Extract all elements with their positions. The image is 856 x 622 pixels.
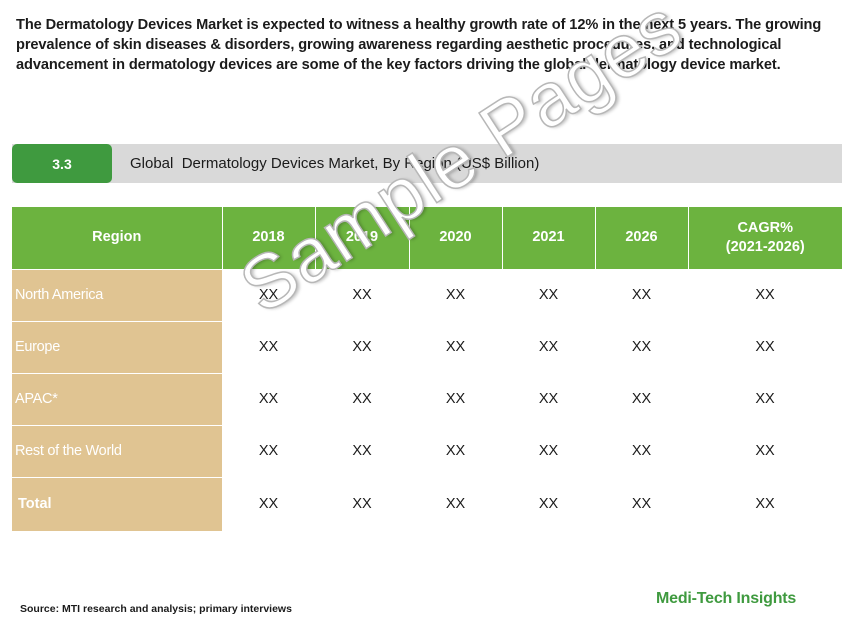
value-cell: XX bbox=[222, 372, 315, 425]
value-cell: XX bbox=[688, 476, 842, 531]
region-cell: Rest of the World bbox=[12, 424, 222, 477]
value-cell: XX bbox=[595, 476, 688, 531]
value-cell: XX bbox=[409, 476, 502, 531]
value-cell: XX bbox=[315, 476, 409, 531]
brand-logo-text: Medi-Tech Insights bbox=[656, 590, 797, 607]
value-cell: XX bbox=[688, 268, 842, 321]
section-title: Global Dermatology Devices Market, By Re… bbox=[130, 155, 540, 172]
value-cell: XX bbox=[595, 372, 688, 425]
table-row: Rest of the World XX XX XX XX XX XX bbox=[12, 424, 842, 477]
value-cell: XX bbox=[409, 320, 502, 373]
value-cell: XX bbox=[688, 372, 842, 425]
section-header-bar: 3.3 Global Dermatology Devices Market, B… bbox=[12, 144, 842, 183]
value-cell: XX bbox=[222, 476, 315, 531]
header-2021: 2021 bbox=[501, 207, 595, 269]
value-cell: XX bbox=[409, 372, 502, 425]
value-cell: XX bbox=[595, 320, 688, 373]
table-total-row: Total XX XX XX XX XX XX bbox=[12, 476, 842, 531]
header-cagr: CAGR% (2021-2026) bbox=[687, 207, 842, 269]
header-2019: 2019 bbox=[314, 207, 409, 269]
region-cell: North America bbox=[12, 268, 222, 321]
region-cell: APAC* bbox=[12, 372, 222, 425]
table-row: APAC* XX XX XX XX XX XX bbox=[12, 372, 842, 425]
value-cell: XX bbox=[222, 268, 315, 321]
header-cagr-period: (2021-2026) bbox=[725, 238, 805, 255]
header-cagr-label: CAGR% bbox=[737, 219, 794, 236]
value-cell: XX bbox=[315, 424, 409, 477]
value-cell: XX bbox=[222, 424, 315, 477]
header-region: Region bbox=[12, 207, 222, 269]
region-cell: Europe bbox=[12, 320, 222, 373]
value-cell: XX bbox=[595, 424, 688, 477]
value-cell: XX bbox=[502, 268, 595, 321]
header-2018: 2018 bbox=[221, 207, 315, 269]
intro-paragraph: The Dermatology Devices Market is expect… bbox=[16, 17, 822, 73]
table-header-row: Region 2018 2019 2020 2021 2026 CAGR% (2… bbox=[12, 207, 842, 269]
value-cell: XX bbox=[502, 424, 595, 477]
value-cell: XX bbox=[595, 268, 688, 321]
value-cell: XX bbox=[315, 268, 409, 321]
region-market-table: Region 2018 2019 2020 2021 2026 CAGR% (2… bbox=[12, 207, 842, 531]
value-cell: XX bbox=[315, 372, 409, 425]
value-cell: XX bbox=[688, 320, 842, 373]
header-2020: 2020 bbox=[408, 207, 502, 269]
value-cell: XX bbox=[409, 424, 502, 477]
table-row: North America XX XX XX XX XX XX bbox=[12, 268, 842, 321]
value-cell: XX bbox=[502, 372, 595, 425]
header-2026: 2026 bbox=[594, 207, 688, 269]
value-cell: XX bbox=[502, 320, 595, 373]
value-cell: XX bbox=[688, 424, 842, 477]
source-note: Source: MTI research and analysis; prima… bbox=[20, 603, 292, 615]
table-row: Europe XX XX XX XX XX XX bbox=[12, 320, 842, 373]
value-cell: XX bbox=[409, 268, 502, 321]
section-number-badge: 3.3 bbox=[12, 144, 112, 183]
value-cell: XX bbox=[222, 320, 315, 373]
value-cell: XX bbox=[502, 476, 595, 531]
value-cell: XX bbox=[315, 320, 409, 373]
total-region-cell: Total bbox=[12, 476, 222, 531]
